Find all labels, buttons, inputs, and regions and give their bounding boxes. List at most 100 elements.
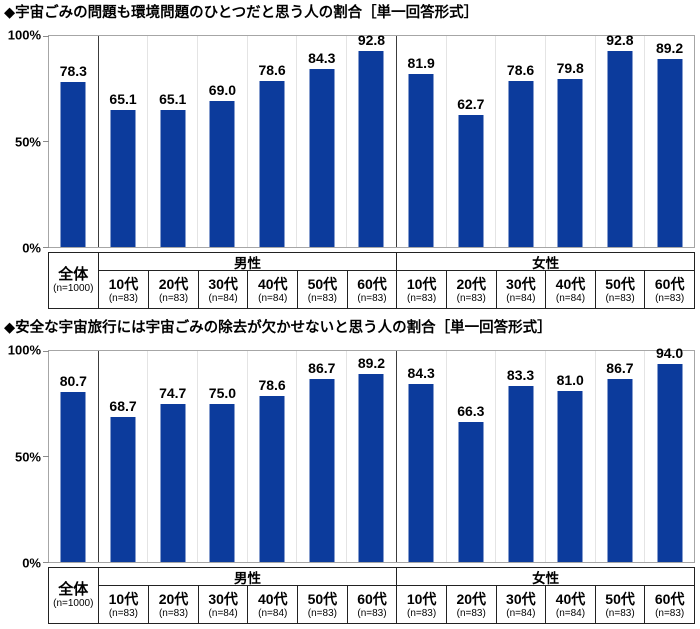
bar-value-label: 81.0 <box>556 372 584 389</box>
y-axis-tick <box>43 246 49 248</box>
bar-value-label: 78.6 <box>506 62 535 79</box>
age-n-count: (n=83) <box>158 292 189 304</box>
bar-value-label: 84.3 <box>407 365 435 382</box>
table-cell-age: 50代 (n=83) <box>297 586 347 623</box>
table-cell-age: 40代 (n=84) <box>247 586 297 623</box>
bar <box>110 417 136 562</box>
bar <box>458 422 484 562</box>
bar-value-label: 78.6 <box>258 377 286 394</box>
bar-column: 89.2 <box>347 351 397 562</box>
chart-area: 100% 50% 0% 78.3 65.1 65.1 69.0 78.6 84.3 92.8 81… <box>0 28 700 256</box>
table-cell-age: 10代 (n=83) <box>396 271 446 308</box>
age-label: 60代 <box>357 590 387 607</box>
age-n-count: (n=83) <box>108 607 138 619</box>
chart-area: 100% 50% 0% 80.7 68.7 74.7 75.0 78.6 86.7 89.2 84… <box>0 343 700 571</box>
table-cell-age: 30代 (n=84) <box>197 586 248 623</box>
y-axis-tick <box>43 561 49 563</box>
age-label: 20代 <box>456 275 487 292</box>
age-label: 10代 <box>108 590 139 607</box>
bar-value-label: 74.7 <box>159 385 187 402</box>
table-cell-age: 20代 (n=83) <box>148 586 198 623</box>
chart-title: ◆宇宙ごみの問題も環境問題のひとつだと思う人の割合［単一回答形式］ <box>4 5 479 21</box>
age-n-count: (n=83) <box>456 292 486 304</box>
age-n-count: (n=83) <box>605 607 635 619</box>
bar-value-label: 68.7 <box>109 398 137 415</box>
bar-value-label: 83.3 <box>506 367 535 384</box>
age-label: 10代 <box>406 275 437 292</box>
bar-value-label: 92.8 <box>357 32 386 49</box>
bar-column: 66.3 <box>447 351 497 562</box>
bar-column: 78.6 <box>248 36 298 247</box>
bar-value-label: 89.2 <box>357 354 386 371</box>
y-axis-label: 50% <box>14 449 41 464</box>
bar-value-label: 92.8 <box>606 32 634 49</box>
table-group-header: 女性 <box>396 568 694 586</box>
table-cell-age: 10代 (n=83) <box>396 586 446 623</box>
table-cell-age: 10代 (n=83) <box>99 271 149 308</box>
plot-area: 78.3 65.1 65.1 69.0 78.6 84.3 92.8 81.9 62.7 78.6… <box>43 32 695 248</box>
bar-column: 78.6 <box>248 351 298 562</box>
age-label: 40代 <box>555 590 586 607</box>
table-group-header: 男性 <box>98 253 397 271</box>
age-label: 30代 <box>506 275 536 292</box>
age-n-count: (n=84) <box>208 292 238 304</box>
age-label: 50代 <box>307 590 338 607</box>
age-n-count: (n=83) <box>108 292 138 304</box>
bar <box>110 109 136 247</box>
bar <box>60 81 86 247</box>
chart-block-space-debris-environment: ◆宇宙ごみの問題も環境問題のひとつだと思う人の割合［単一回答形式］ 100% 50… <box>0 0 700 309</box>
age-label: 30代 <box>506 590 536 607</box>
table-cell-age: 40代 (n=84) <box>545 271 595 308</box>
age-label: 30代 <box>208 275 238 292</box>
bar-column: 75.0 <box>198 351 248 562</box>
age-label: 60代 <box>357 275 387 292</box>
table-cell-age: 40代 (n=84) <box>545 586 595 623</box>
age-label: 60代 <box>654 590 685 607</box>
bar-column: 68.7 <box>99 351 149 562</box>
bar-column: 78.6 <box>496 36 546 247</box>
table-cell-overall: 全体 (n=1000) <box>49 253 99 308</box>
bar-value-label: 65.1 <box>159 90 187 107</box>
age-label: 20代 <box>158 590 189 607</box>
overall-n-count: (n=1000) <box>53 598 94 609</box>
age-label: 40代 <box>257 590 288 607</box>
table-cell-age: 50代 (n=83) <box>594 271 645 308</box>
bar-value-label: 81.9 <box>407 55 435 72</box>
y-axis-label: 0% <box>22 240 41 256</box>
age-n-count: (n=84) <box>506 292 536 304</box>
age-n-count: (n=83) <box>456 607 486 619</box>
age-n-count: (n=84) <box>258 607 288 619</box>
bar-column: 84.3 <box>297 36 348 247</box>
age-label: 50代 <box>605 590 635 607</box>
bar <box>358 51 384 247</box>
y-axis: 100% 50% 0% <box>0 28 48 256</box>
table-cell-age: 10代 (n=83) <box>99 586 149 623</box>
age-label: 50代 <box>307 275 338 292</box>
overall-label: 全体 <box>58 266 89 283</box>
age-n-count: (n=83) <box>407 607 437 619</box>
bar <box>309 379 335 562</box>
y-axis-tick <box>43 350 49 352</box>
age-n-count: (n=84) <box>258 292 288 304</box>
bar <box>458 114 484 247</box>
table-cell-age: 40代 (n=84) <box>247 271 297 308</box>
age-label: 40代 <box>257 275 288 292</box>
table-cell-age: 20代 (n=83) <box>445 271 496 308</box>
bar <box>408 74 434 247</box>
bar-value-label: 78.3 <box>59 62 87 79</box>
table-cell-age: 20代 (n=83) <box>445 586 496 623</box>
chart-block-space-travel-debris-removal: ◆安全な宇宙旅行には宇宙ごみの除去が欠かせないと思う人の割合［単一回答形式］ 1… <box>0 315 700 624</box>
table-cell-age: 20代 (n=83) <box>148 271 198 308</box>
table-cell-age: 50代 (n=83) <box>297 271 347 308</box>
age-n-count: (n=83) <box>605 292 635 304</box>
bar-value-label: 66.3 <box>457 403 485 420</box>
table-cell-overall: 全体 (n=1000) <box>49 568 99 623</box>
bar-value-label: 80.7 <box>59 372 87 389</box>
age-label: 10代 <box>406 590 437 607</box>
bar-column: 79.8 <box>546 36 596 247</box>
age-n-count: (n=84) <box>555 292 586 304</box>
bar <box>557 78 583 247</box>
bar-column: 94.0 <box>645 345 694 562</box>
y-axis-tick <box>43 456 49 457</box>
age-n-count: (n=83) <box>655 607 685 619</box>
